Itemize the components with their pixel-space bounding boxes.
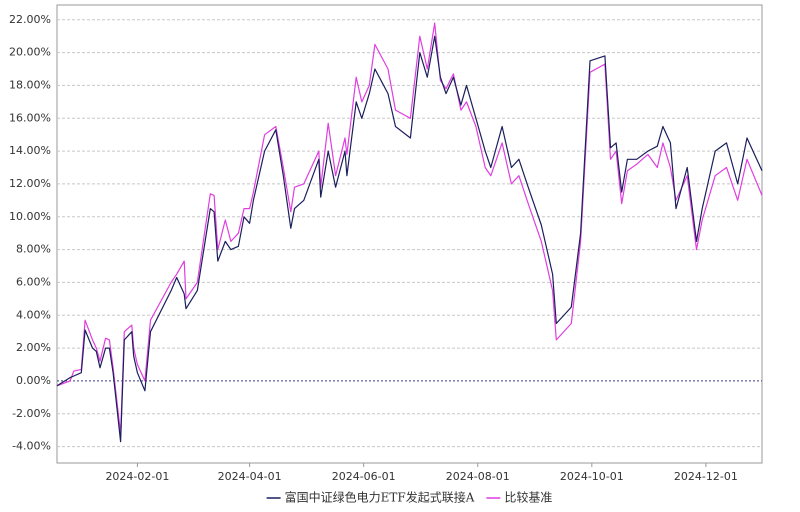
y-tick-label: -2.00%	[12, 407, 51, 420]
y-tick-label: 8.00%	[16, 243, 51, 256]
x-tick-label: 2024-02-01	[105, 470, 169, 483]
y-tick-label: 12.00%	[9, 177, 51, 190]
y-tick-label: 14.00%	[9, 144, 51, 157]
series-line	[56, 35, 763, 443]
y-tick-label: 10.00%	[9, 210, 51, 223]
y-tick-label: -4.00%	[12, 440, 51, 453]
legend: 富国中证绿色电力ETF发起式联接A 比较基准	[266, 490, 552, 505]
y-tick-label: 2.00%	[16, 341, 51, 354]
y-tick-label: 22.00%	[9, 13, 51, 26]
x-tick-label: 2024-06-01	[332, 470, 396, 483]
y-tick-label: 0.00%	[16, 374, 51, 387]
y-tick-label: 16.00%	[9, 111, 51, 124]
x-tick-label: 2024-04-01	[218, 470, 282, 483]
x-tick-label: 2024-10-01	[560, 470, 624, 483]
y-tick-label: 4.00%	[16, 308, 51, 321]
y-tick-label: 6.00%	[16, 275, 51, 288]
plot-frame	[56, 4, 763, 464]
series-line	[56, 22, 763, 435]
x-tick-label: 2024-12-01	[674, 470, 738, 483]
y-tick-label: 18.00%	[9, 78, 51, 91]
legend-label: 比较基准	[504, 490, 552, 505]
x-tick-label: 2024-08-01	[446, 470, 510, 483]
legend-label: 富国中证绿色电力ETF发起式联接A	[285, 490, 475, 505]
y-tick-label: 20.00%	[9, 46, 51, 59]
